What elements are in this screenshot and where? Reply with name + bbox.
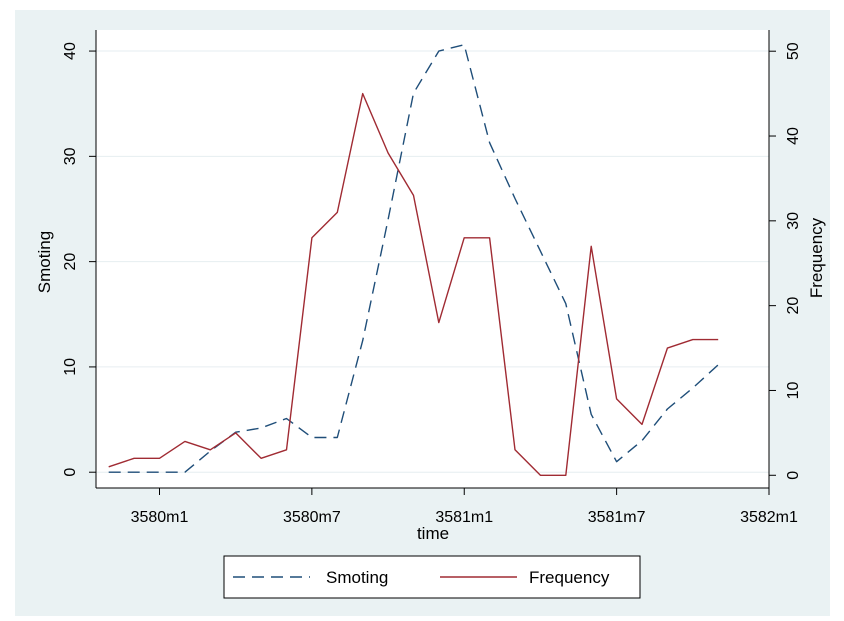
x-tick-label: 3582m1 xyxy=(740,509,798,526)
y-axis-label-right: Frequency xyxy=(807,217,826,298)
x-tick-label: 3580m7 xyxy=(283,509,341,526)
x-tick-label: 3580m1 xyxy=(131,509,189,526)
y-tick-label-right: 0 xyxy=(785,471,802,480)
y-tick-label-left: 0 xyxy=(62,468,79,477)
x-tick-label: 3581m7 xyxy=(588,509,646,526)
y-tick-label-left: 30 xyxy=(62,147,79,165)
legend: Smoting Frequency xyxy=(224,556,640,598)
y-tick-label-right: 50 xyxy=(785,42,802,60)
y-tick-label-right: 10 xyxy=(785,381,802,399)
x-axis-label: time xyxy=(417,524,449,543)
y-tick-label-right: 30 xyxy=(785,212,802,230)
y-tick-label-right: 20 xyxy=(785,297,802,315)
y-axis-label-left: Smoting xyxy=(35,231,54,293)
y-tick-label-left: 20 xyxy=(62,253,79,271)
y-tick-label-right: 40 xyxy=(785,127,802,145)
y-tick-label-left: 40 xyxy=(62,42,79,60)
plot-area xyxy=(96,30,769,488)
legend-label-frequency: Frequency xyxy=(529,568,610,587)
legend-label-smoting: Smoting xyxy=(326,568,388,587)
y-tick-label-left: 10 xyxy=(62,358,79,376)
